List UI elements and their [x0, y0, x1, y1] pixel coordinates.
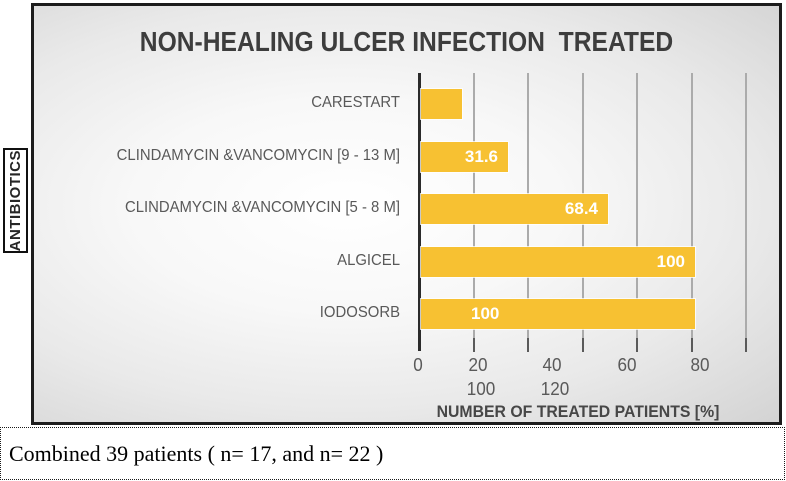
y-axis-line — [418, 73, 421, 351]
chart-panel: NON-HEALING ULCER INFECTION TREATED CARE… — [31, 3, 782, 425]
bar: 68.4 — [421, 194, 608, 225]
bar: 100 — [421, 246, 695, 277]
category-label: IODOSORB — [319, 304, 400, 322]
x-tick-label: 20 — [468, 355, 488, 375]
gridline — [745, 73, 747, 345]
plot-area: CARESTART CLINDAMYCIN &VANCOMYCIN [9 - 13… — [34, 6, 779, 422]
y-axis-label-box: ANTIBIOTICS — [3, 148, 28, 253]
gridline — [690, 73, 693, 345]
bar-value-label: 68.4 — [564, 199, 598, 219]
y-axis-label: ANTIBIOTICS — [7, 149, 24, 252]
x-tick-label: 120 — [540, 379, 570, 399]
x-axis-tickmark — [581, 338, 584, 352]
x-axis-tickmark — [472, 338, 475, 352]
category-label: CARESTART — [311, 94, 400, 111]
x-tick-label: 60 — [617, 355, 637, 375]
bar-value-label: 31.6 — [464, 146, 498, 166]
x-tick-label: 40 — [542, 355, 562, 375]
x-axis-tickmark — [527, 338, 529, 352]
x-tick-label: 80 — [690, 355, 710, 375]
category-label: CLINDAMYCIN &VANCOMYCIN [5 - 8 M] — [124, 199, 400, 217]
bar-value-label: 100 — [656, 251, 685, 271]
x-axis-tickmark — [690, 338, 693, 352]
caption-box: Combined 39 patients ( n= 17, and n= 22 … — [0, 427, 785, 480]
category-label: ALGICEL — [337, 251, 400, 269]
category-label: CLINDAMYCIN &VANCOMYCIN [9 - 13 M] — [116, 146, 401, 164]
gridline — [636, 73, 638, 345]
x-axis-title: NUMBER OF TREATED PATIENTS [%] — [436, 402, 720, 421]
bar-value-label: 100 — [471, 304, 500, 324]
x-axis-tickmark — [745, 338, 747, 352]
x-axis-tickmark — [636, 338, 638, 352]
x-tick-label: 100 — [466, 379, 496, 399]
caption-text: Combined 39 patients ( n= 17, and n= 22 … — [9, 440, 384, 466]
x-tick-label: 0 — [413, 355, 423, 375]
bar: 31.6 — [421, 141, 508, 172]
chart-title: NON-HEALING ULCER INFECTION TREATED — [139, 26, 674, 57]
bar — [421, 89, 462, 119]
bar: 100 — [421, 299, 695, 330]
